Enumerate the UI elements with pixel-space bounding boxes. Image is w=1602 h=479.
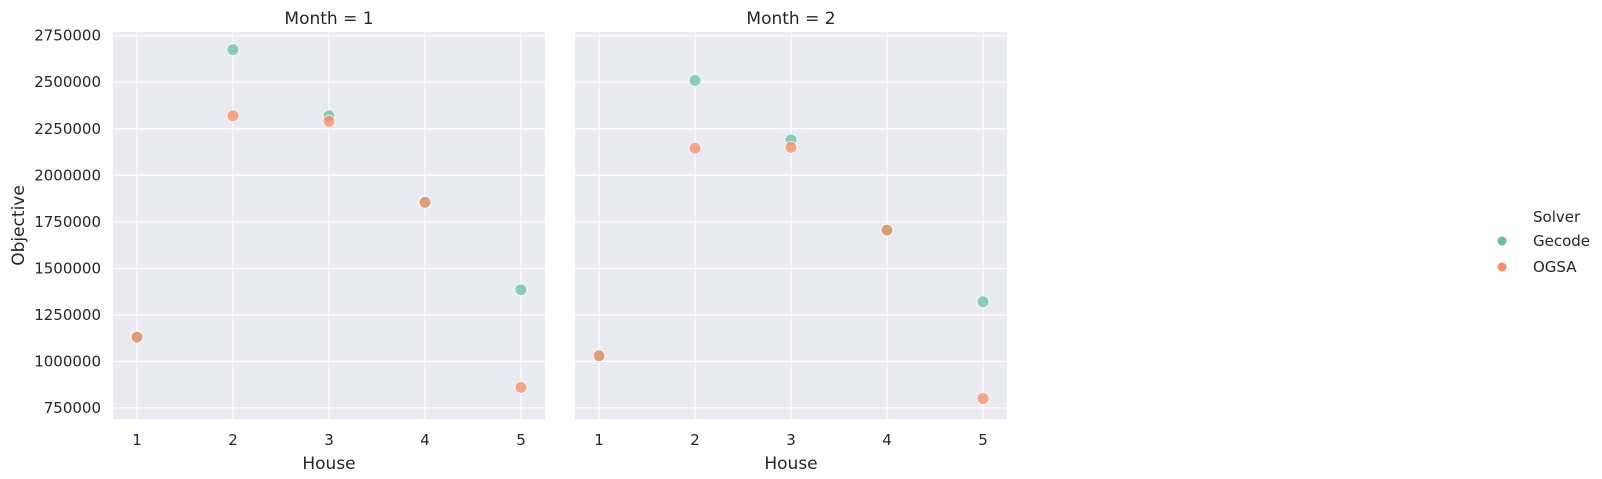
data-point-gecode xyxy=(226,43,240,57)
data-point-ogsa xyxy=(880,223,894,237)
x-tick-label: 1 xyxy=(594,431,604,449)
data-point-ogsa xyxy=(226,109,240,123)
x-tick-label: 5 xyxy=(516,431,526,449)
y-tick-label: 1750000 xyxy=(34,213,101,231)
data-point-ogsa xyxy=(130,330,144,344)
legend-label-ogsa: OGSA xyxy=(1533,258,1577,276)
data-point-ogsa xyxy=(514,380,528,394)
x-tick-label: 4 xyxy=(882,431,892,449)
y-tick-label: 750000 xyxy=(44,399,101,417)
y-tick-label: 2750000 xyxy=(34,27,101,45)
data-point-ogsa xyxy=(976,392,990,406)
y-tick-label: 2250000 xyxy=(34,120,101,138)
panel-title: Month = 2 xyxy=(746,9,835,29)
y-tick-label: 1000000 xyxy=(34,352,101,370)
x-tick-label: 4 xyxy=(420,431,430,449)
y-axis-label: Objective xyxy=(9,185,29,266)
legend-marker-ogsa xyxy=(1496,261,1508,273)
x-tick-label: 5 xyxy=(978,431,988,449)
data-point-ogsa xyxy=(784,140,798,154)
legend-marker-gecode xyxy=(1496,235,1508,247)
x-tick-label: 3 xyxy=(324,431,334,449)
y-tick-label: 2500000 xyxy=(34,73,101,91)
data-point-ogsa xyxy=(418,195,432,209)
x-tick-label: 2 xyxy=(228,431,238,449)
panel-title: Month = 1 xyxy=(284,9,373,29)
x-tick-label: 2 xyxy=(690,431,700,449)
data-point-ogsa xyxy=(322,114,336,128)
data-point-gecode xyxy=(688,73,702,87)
data-point-gecode xyxy=(514,283,528,297)
legend-title: Solver xyxy=(1533,208,1581,226)
x-tick-label: 3 xyxy=(786,431,796,449)
legend-label-gecode: Gecode xyxy=(1533,232,1590,250)
x-tick-label: 1 xyxy=(132,431,142,449)
x-axis-label: House xyxy=(764,454,817,474)
x-axis-label: House xyxy=(302,454,355,474)
data-point-ogsa xyxy=(592,349,606,363)
y-tick-label: 1250000 xyxy=(34,306,101,324)
y-tick-label: 2000000 xyxy=(34,166,101,184)
y-tick-label: 1500000 xyxy=(34,259,101,277)
data-point-ogsa xyxy=(688,141,702,155)
data-point-gecode xyxy=(976,295,990,309)
